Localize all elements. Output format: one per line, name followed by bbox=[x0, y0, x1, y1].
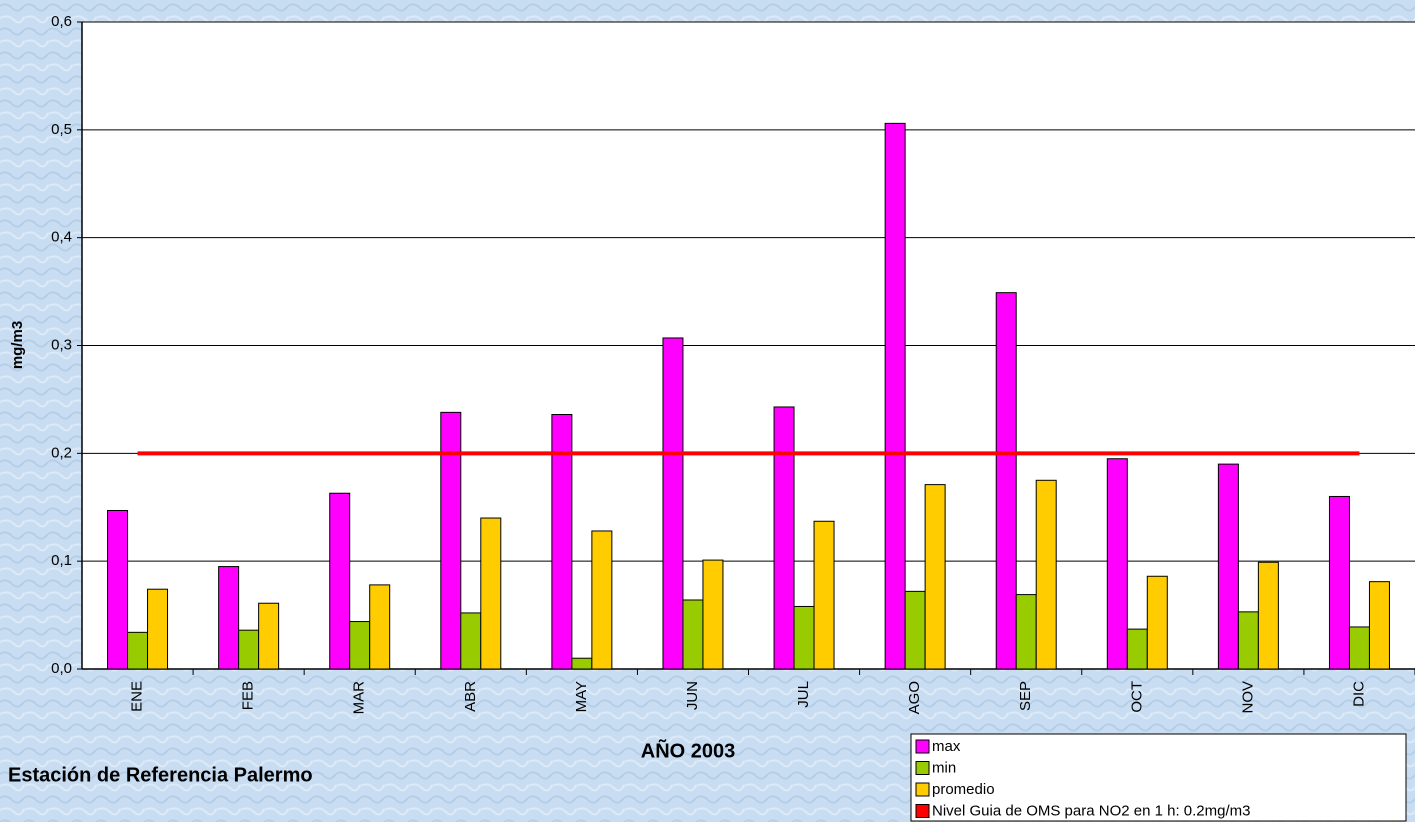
x-tick-label: FEB bbox=[240, 681, 257, 710]
legend-box bbox=[910, 733, 1407, 822]
x-tick-label: JUN bbox=[684, 681, 701, 710]
legend-swatch bbox=[915, 739, 930, 754]
y-tick-label: 0,4 bbox=[51, 229, 72, 246]
y-tick-label: 0,5 bbox=[51, 121, 72, 138]
bar bbox=[995, 292, 1017, 670]
legend-swatch bbox=[915, 804, 930, 818]
x-tick-label: MAR bbox=[351, 681, 368, 715]
bar bbox=[884, 122, 906, 670]
bar bbox=[571, 657, 593, 670]
y-tick-label: 0,6 bbox=[51, 13, 72, 30]
legend-swatch bbox=[915, 782, 930, 797]
bar bbox=[127, 631, 149, 670]
bar bbox=[702, 559, 724, 670]
x-tick-label: ENE bbox=[129, 681, 146, 712]
x-tick-label: NOV bbox=[1239, 681, 1256, 714]
bar bbox=[813, 520, 835, 670]
bar bbox=[1217, 463, 1239, 670]
legend-label: Nivel Guia de OMS para NO2 en 1 h: 0.2mg… bbox=[932, 802, 1250, 819]
bar bbox=[1237, 611, 1259, 670]
bar bbox=[682, 599, 704, 670]
bar bbox=[1106, 458, 1128, 670]
y-tick-label: 0,2 bbox=[51, 444, 72, 461]
y-tick-label: 0,0 bbox=[51, 660, 72, 677]
bar bbox=[1348, 626, 1370, 670]
bar bbox=[238, 629, 260, 670]
x-tick-label: JUL bbox=[795, 681, 812, 708]
bar bbox=[147, 588, 169, 670]
x-tick-label: OCT bbox=[1128, 681, 1145, 713]
bar bbox=[904, 590, 926, 670]
bar bbox=[218, 566, 240, 670]
bar bbox=[662, 337, 684, 670]
bar bbox=[591, 530, 613, 670]
legend-label: max bbox=[932, 738, 961, 755]
bar bbox=[107, 509, 129, 670]
bar bbox=[1257, 561, 1279, 670]
bar bbox=[349, 621, 371, 670]
bar bbox=[460, 612, 482, 670]
bar bbox=[1146, 575, 1168, 670]
bar bbox=[480, 517, 502, 670]
bar bbox=[1126, 628, 1148, 670]
bar bbox=[1368, 581, 1390, 670]
bar bbox=[1035, 479, 1057, 670]
y-axis-title: mg/m3 bbox=[9, 321, 26, 369]
bar bbox=[551, 414, 573, 670]
bar bbox=[329, 492, 351, 670]
bar bbox=[258, 602, 280, 670]
y-tick-label: 0,1 bbox=[51, 552, 72, 569]
x-tick-label: DIC bbox=[1350, 681, 1367, 707]
x-tick-label: ABR bbox=[462, 681, 479, 712]
bar bbox=[773, 406, 795, 670]
bar bbox=[1328, 495, 1350, 670]
bar bbox=[793, 605, 815, 670]
bar bbox=[924, 484, 946, 670]
y-tick-label: 0,3 bbox=[51, 336, 72, 353]
legend-label: promedio bbox=[932, 781, 995, 798]
x-tick-label: SEP bbox=[1017, 681, 1034, 711]
legend-label: min bbox=[932, 759, 956, 776]
x-axis-title: AÑO 2003 bbox=[641, 739, 736, 762]
legend-swatch bbox=[915, 761, 930, 775]
x-tick-label: AGO bbox=[906, 681, 923, 714]
footer: Estación de Referencia Palermo bbox=[8, 764, 313, 786]
bar bbox=[1015, 594, 1037, 670]
bar bbox=[369, 584, 391, 670]
bar bbox=[440, 411, 462, 670]
x-tick-label: MAY bbox=[573, 681, 590, 712]
